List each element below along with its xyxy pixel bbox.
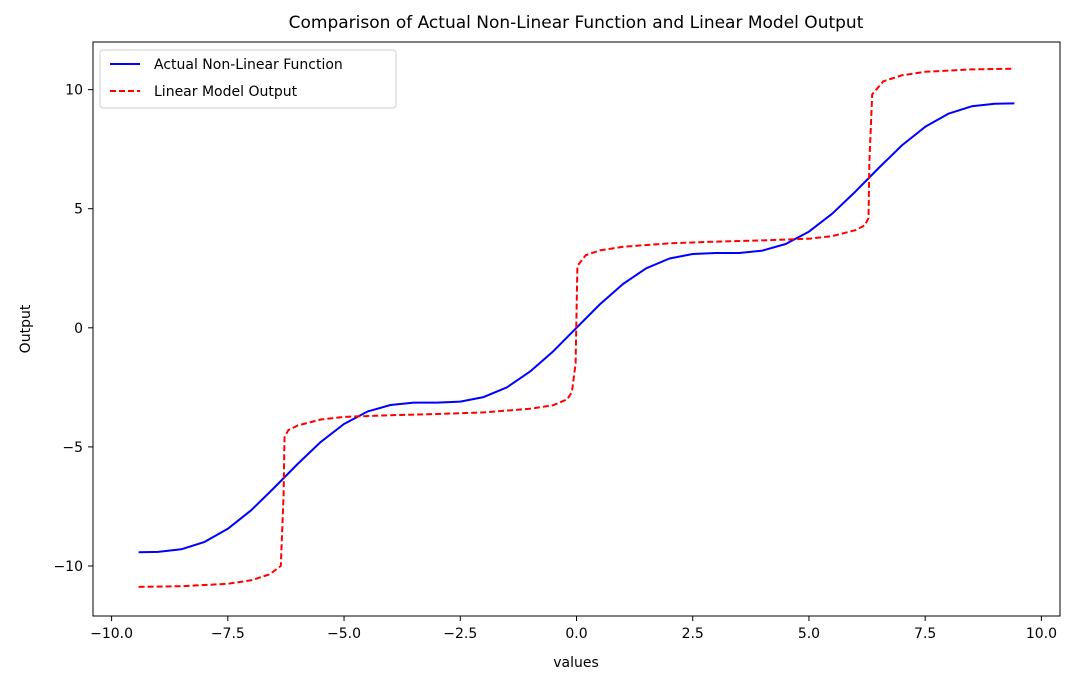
x-tick-label: 0.0 xyxy=(565,626,587,642)
x-tick-label: 10.0 xyxy=(1026,626,1057,642)
series-line-linear xyxy=(138,67,1015,588)
x-axis-label: values xyxy=(553,655,599,671)
y-tick-label: 10 xyxy=(65,83,83,99)
x-tick-label: −5.0 xyxy=(327,626,361,642)
x-tick-label: 5.0 xyxy=(798,626,820,642)
y-axis-label: Output xyxy=(18,304,34,353)
chart-title: Comparison of Actual Non-Linear Function… xyxy=(289,13,864,33)
legend: Actual Non-Linear Function Linear Model … xyxy=(99,49,397,109)
y-tick-label: 0 xyxy=(74,321,83,337)
y-tick-label: −10 xyxy=(53,559,83,575)
series-line-actual xyxy=(138,102,1015,554)
legend-box xyxy=(99,49,397,109)
x-tick-label: 7.5 xyxy=(914,626,936,642)
y-tick-label: 5 xyxy=(74,202,83,218)
x-tick-label: −7.5 xyxy=(211,626,245,642)
y-tick-label: −5 xyxy=(62,440,83,456)
x-tick-label: −10.0 xyxy=(90,626,133,642)
legend-label-actual: Actual Non-Linear Function xyxy=(154,57,343,73)
x-tick-label: −2.5 xyxy=(443,626,477,642)
legend-label-linear: Linear Model Output xyxy=(154,84,298,100)
x-tick-label: 2.5 xyxy=(682,626,704,642)
